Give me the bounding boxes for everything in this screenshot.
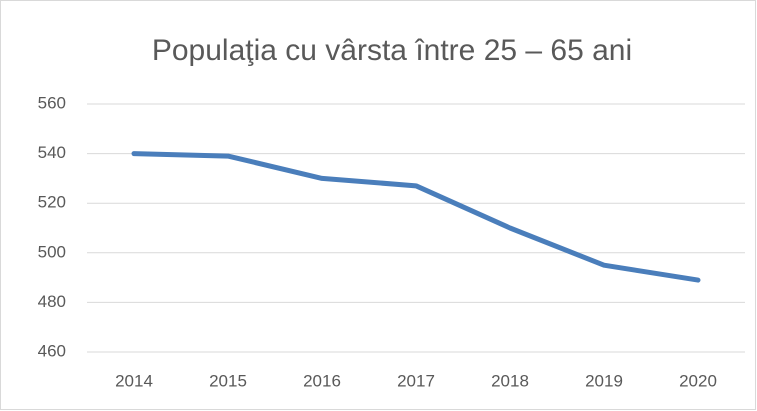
x-tick-label: 2014 bbox=[115, 371, 153, 390]
y-tick-label: 560 bbox=[38, 93, 66, 112]
x-tick-label: 2019 bbox=[585, 371, 623, 390]
y-tick-label: 460 bbox=[38, 341, 66, 360]
x-tick-label: 2018 bbox=[491, 371, 529, 390]
x-tick-label: 2017 bbox=[397, 371, 435, 390]
data-line bbox=[131, 151, 701, 283]
chart-title: Populaţia cu vârsta între 25 – 65 ani bbox=[152, 34, 632, 67]
y-tick-label: 520 bbox=[38, 193, 66, 212]
y-tick-label: 540 bbox=[38, 143, 66, 162]
x-tick-label: 2016 bbox=[303, 371, 341, 390]
x-tick-label: 2015 bbox=[209, 371, 247, 390]
y-tick-label: 480 bbox=[38, 292, 66, 311]
y-tick-label: 500 bbox=[38, 242, 66, 261]
x-tick-label: 2020 bbox=[679, 371, 717, 390]
